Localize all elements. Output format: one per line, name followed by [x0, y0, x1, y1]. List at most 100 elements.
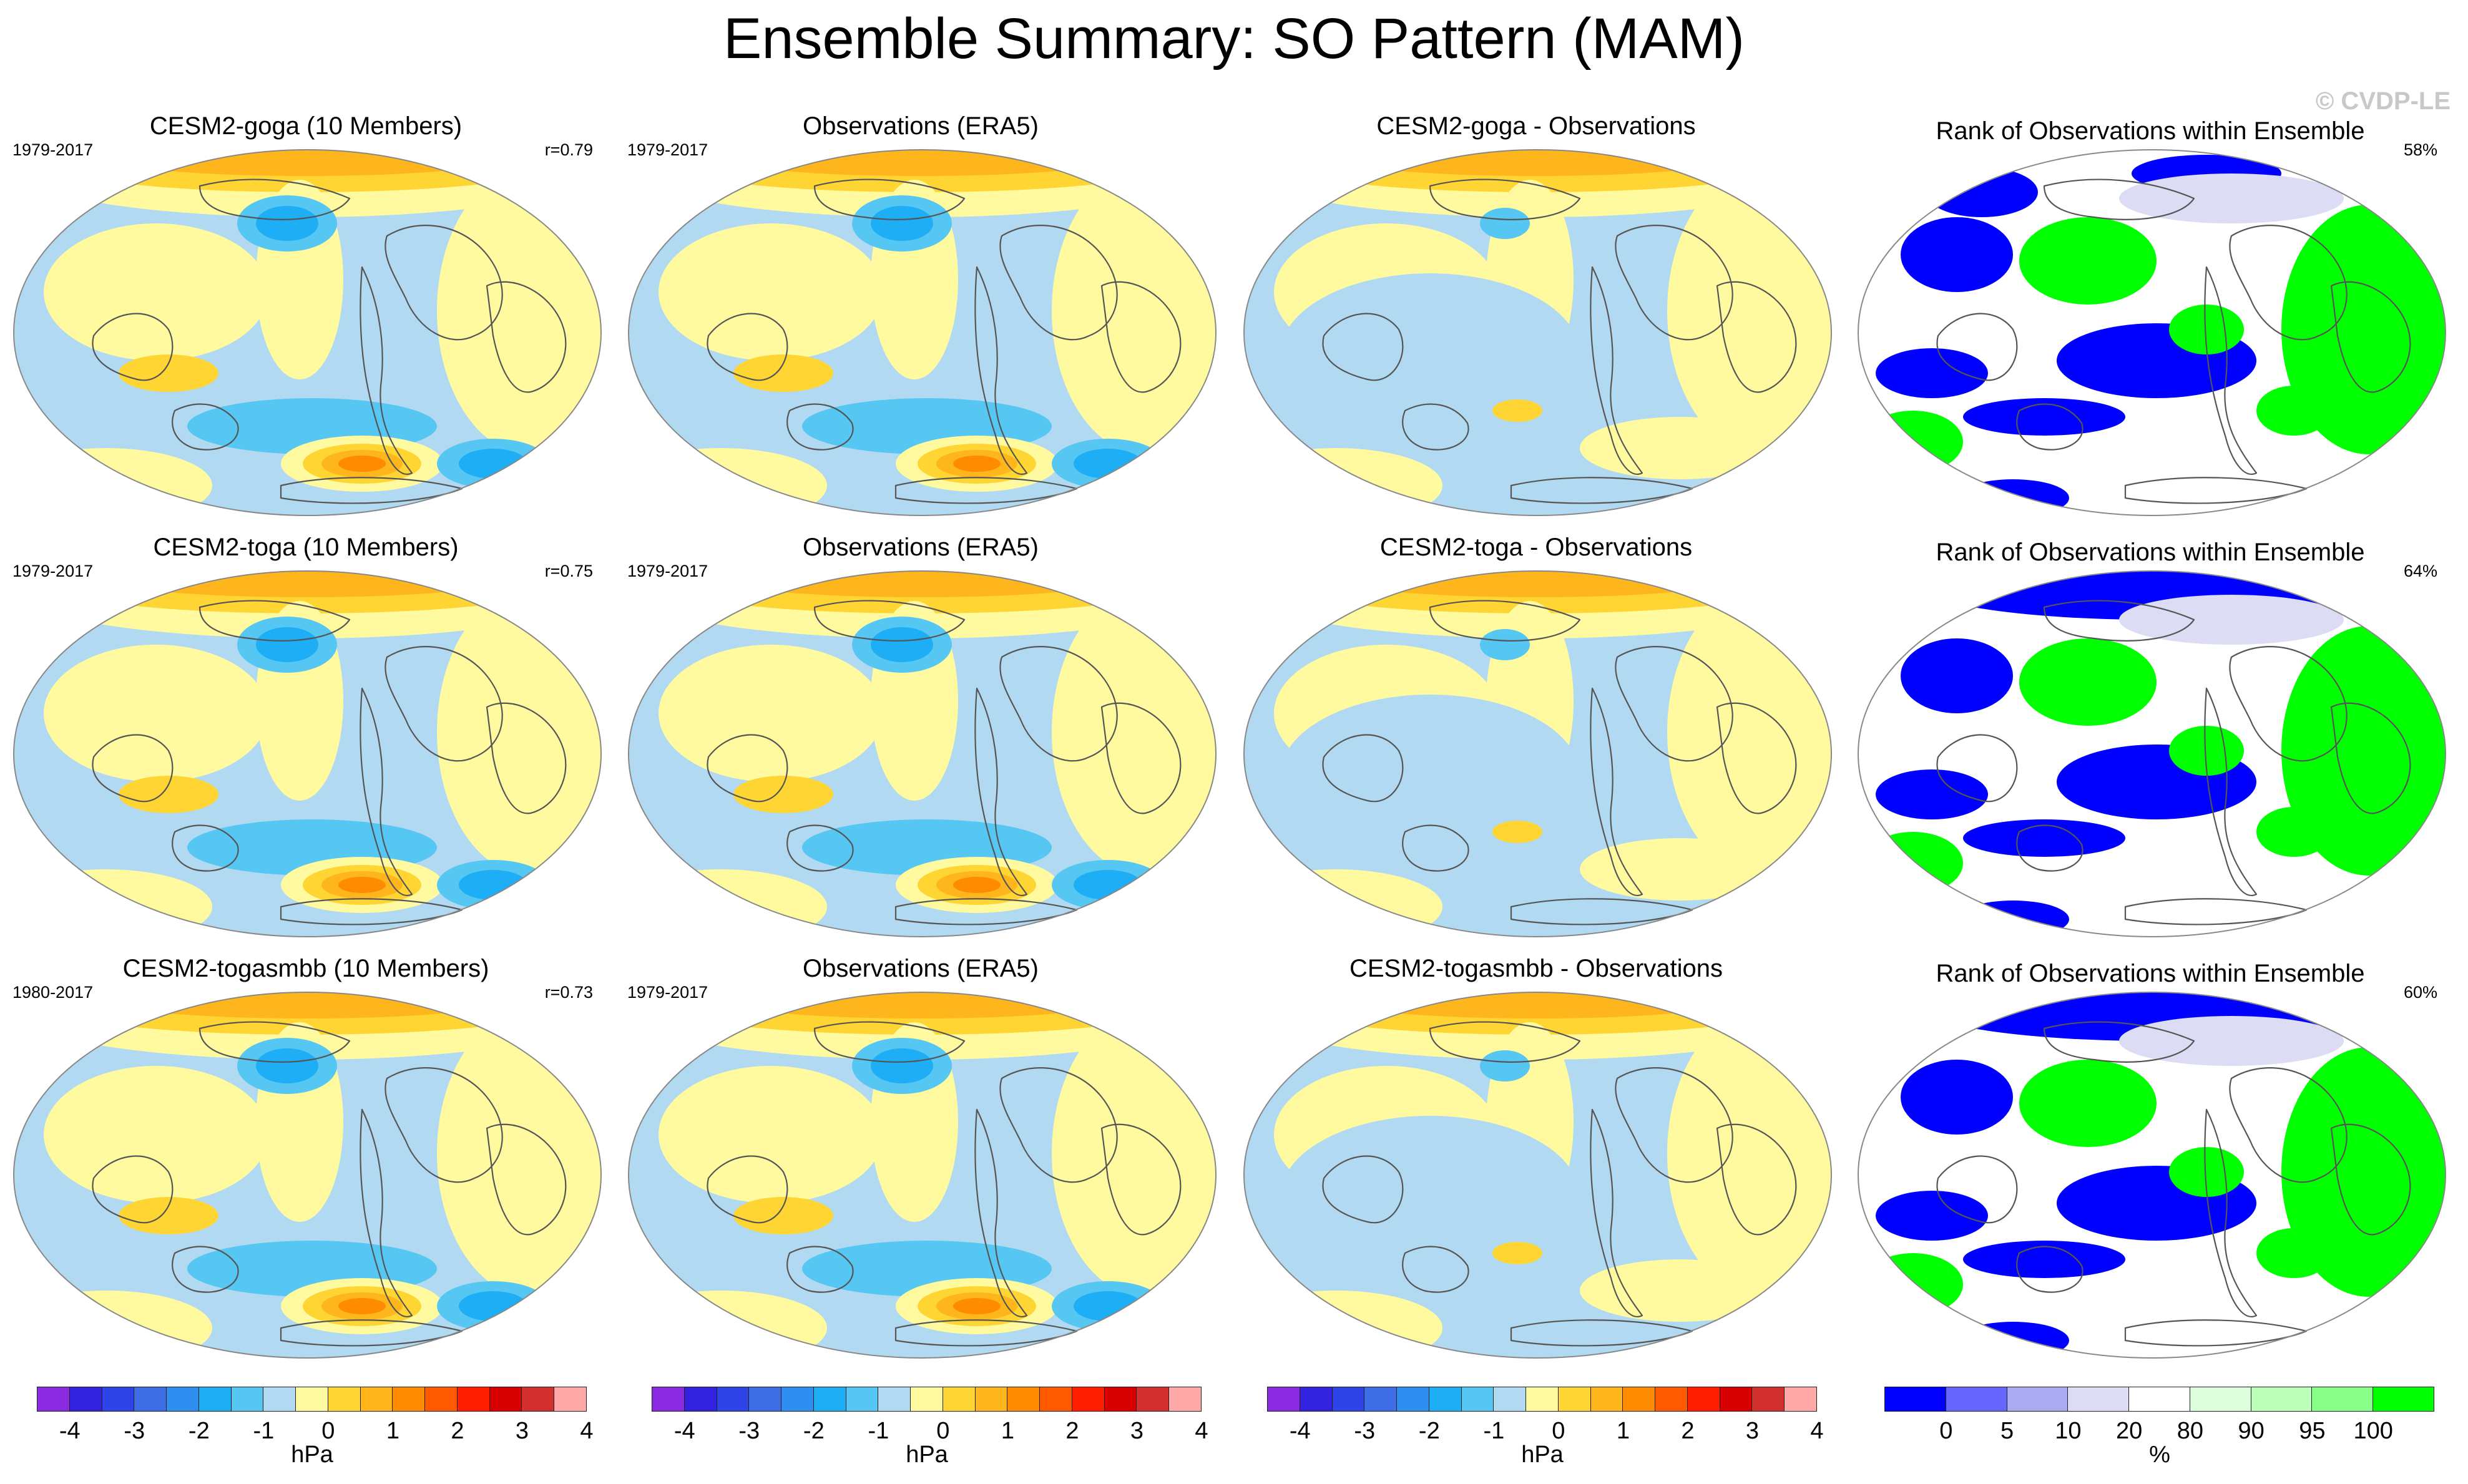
coastline [2043, 178, 2195, 220]
map-model-row1 [13, 149, 602, 516]
coastline [1590, 1108, 1643, 1317]
colorbar-tick-label: 0 [1552, 1418, 1565, 1444]
rank-low-region [1963, 398, 2125, 436]
period-label: 1980-2017 [12, 983, 94, 1002]
positive-region [119, 354, 218, 392]
map-rank-row1 [1858, 149, 2446, 516]
colorbar-swatch [2006, 1387, 2069, 1412]
colorbar-swatch [360, 1387, 393, 1412]
colorbar-swatch [1687, 1387, 1720, 1412]
coastline [999, 646, 1118, 762]
negative-region [1280, 1116, 1580, 1278]
rank-mid-region [2119, 1016, 2344, 1066]
coastline [92, 313, 174, 381]
colorbar-tick-label: 100 [2353, 1418, 2393, 1444]
field-layer [629, 150, 1216, 515]
coastline [172, 824, 239, 872]
colorbar-tick-label: 5 [2000, 1418, 2014, 1444]
colorbar-swatch [392, 1387, 426, 1412]
positive-region [733, 354, 833, 392]
coastline [813, 1021, 966, 1063]
colorbar-tick-label: 95 [2299, 1418, 2326, 1444]
negative-region [256, 627, 318, 662]
positive-region [953, 1298, 1001, 1314]
coastline [1322, 1155, 1404, 1224]
positive-region [1667, 1010, 1831, 1297]
map-rank-row3 [1858, 992, 2446, 1359]
colorbar-swatch [1168, 1387, 1202, 1412]
colorbar-hpa-3 [1267, 1387, 1818, 1412]
positive-region [953, 456, 1001, 472]
panel-title-diff: CESM2-togasmbb - Observations [1349, 955, 1723, 982]
colorbar-tick-label: 0 [321, 1418, 335, 1444]
positive-region [1244, 448, 1442, 515]
colorbar-tick-label: -4 [673, 1418, 695, 1444]
colorbar-swatch [1299, 1387, 1333, 1412]
coastline [813, 600, 966, 642]
positive-region [659, 1066, 883, 1203]
coastline [707, 734, 788, 803]
positive-region [1492, 399, 1542, 422]
colorbar-units: % [2149, 1442, 2170, 1468]
panel-title-model: CESM2-goga (10 Members) [149, 112, 463, 140]
colorbar-swatch [1493, 1387, 1527, 1412]
coastline [1936, 1155, 2018, 1224]
colorbar-swatch [2067, 1387, 2130, 1412]
positive-region [953, 877, 1001, 893]
watermark: © CVDP-LE [2315, 87, 2451, 115]
rank-low-region [1901, 638, 2013, 713]
colorbar-swatch [1331, 1387, 1365, 1412]
colorbar-tick-label: -2 [188, 1418, 210, 1444]
coastline [1716, 1123, 1797, 1236]
negative-region [256, 206, 318, 241]
rank-high-region [2019, 1060, 2157, 1147]
coastline [2043, 600, 2195, 642]
colorbar-swatch [295, 1387, 328, 1412]
colorbar-swatch [2311, 1387, 2374, 1412]
colorbar-tick-label: -4 [59, 1418, 81, 1444]
positive-region [437, 1010, 601, 1297]
positive-region [14, 448, 212, 515]
positive-region [437, 588, 601, 876]
positive-region [1580, 1259, 1780, 1322]
negative-region [871, 206, 933, 241]
coastline [1936, 313, 2018, 381]
positive-region [1580, 417, 1780, 479]
coastline [999, 225, 1118, 341]
coastline [198, 178, 351, 220]
rank-low-region [1957, 901, 2069, 937]
coastline [486, 1123, 567, 1236]
positive-region [629, 1291, 827, 1358]
map-border [1858, 992, 2446, 1359]
rank-high-region [2256, 807, 2331, 857]
rank-low-region [1876, 348, 1988, 398]
colorbar-swatch [1884, 1387, 1946, 1412]
rank-high-region [2281, 205, 2446, 454]
positive-region [1667, 167, 1831, 454]
colorbar-swatch [1945, 1387, 2007, 1412]
colorbar-tick-label: -4 [1289, 1418, 1311, 1444]
colorbar-tick-label: 1 [386, 1418, 399, 1444]
coastline [360, 266, 413, 475]
positive-region [44, 1066, 268, 1203]
map-border [1243, 570, 1832, 937]
period-label: 1979-2017 [627, 983, 708, 1002]
field-layer [14, 150, 601, 515]
colorbar-swatch [716, 1387, 750, 1412]
colorbar-tick-label: 80 [2177, 1418, 2204, 1444]
map-border [1858, 149, 2446, 516]
negative-region [256, 1048, 318, 1083]
colorbar-tick-label: -2 [803, 1418, 825, 1444]
colorbar-units: hPa [1521, 1442, 1564, 1468]
colorbar-swatch [748, 1387, 782, 1412]
negative-region [1480, 1050, 1530, 1081]
colorbar-swatch [1557, 1387, 1591, 1412]
field-layer [1858, 571, 2446, 937]
positive-region [338, 1298, 386, 1314]
rank-low-region [1957, 1322, 2069, 1358]
field-layer [629, 992, 1216, 1358]
rank-high-region [2169, 726, 2244, 776]
coastline [2229, 646, 2348, 762]
positive-region [44, 223, 268, 361]
colorbar-tick-label: 1 [1001, 1418, 1014, 1444]
